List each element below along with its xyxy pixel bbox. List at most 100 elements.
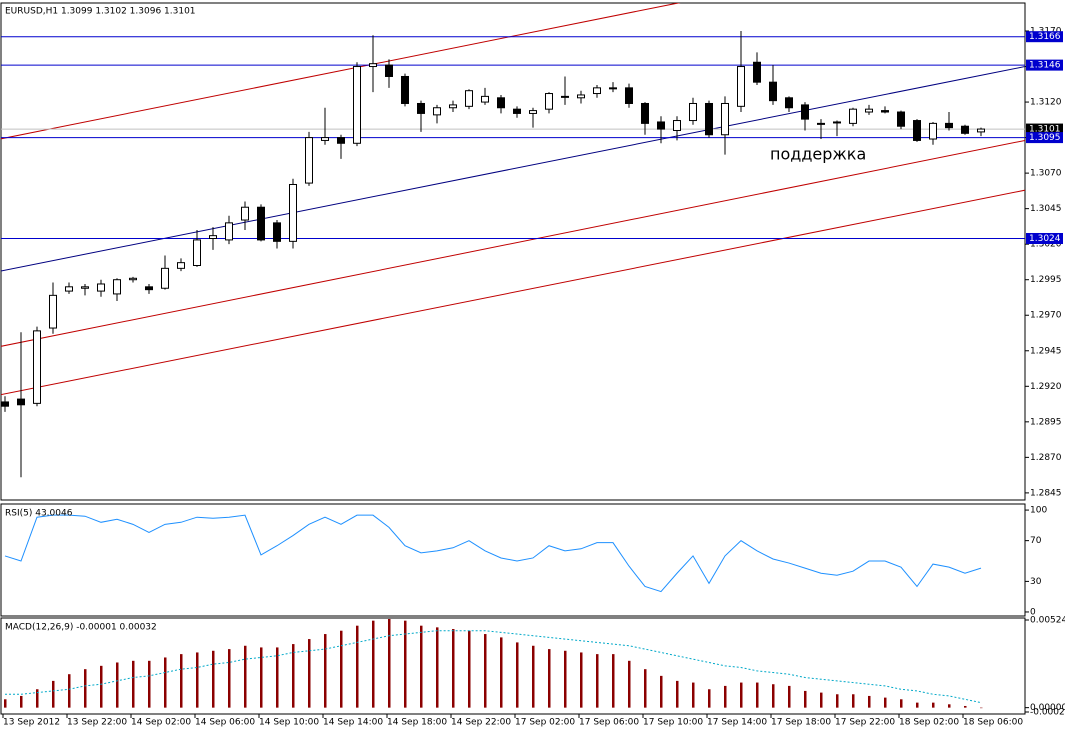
rsi-panel bbox=[0, 503, 1026, 617]
macd-bar bbox=[68, 674, 71, 708]
candle-body bbox=[705, 102, 713, 136]
y-tick-label: 1.2895 bbox=[1030, 417, 1062, 427]
candle-body bbox=[81, 286, 89, 289]
macd-bar bbox=[532, 645, 535, 708]
panel-title: MACD(12,26,9) -0.00001 0.00032 bbox=[5, 623, 157, 633]
candle-body bbox=[401, 75, 409, 104]
x-tick-label: 14 Sep 06:00 bbox=[195, 718, 255, 728]
candle-body bbox=[449, 104, 457, 109]
macd-bar bbox=[452, 629, 455, 708]
candle-body bbox=[241, 206, 249, 221]
candle-body bbox=[97, 283, 105, 292]
y-tick-label: 1.2995 bbox=[1030, 275, 1062, 285]
candle-body bbox=[33, 330, 41, 404]
candle-body bbox=[17, 398, 25, 406]
level-tag bbox=[1026, 31, 1063, 43]
macd-bar bbox=[820, 692, 823, 708]
y-tick-label: 30 bbox=[1030, 577, 1042, 587]
candle-body bbox=[113, 279, 121, 295]
candle-body bbox=[385, 64, 393, 77]
y-tick-label: 1.2945 bbox=[1030, 346, 1062, 356]
candle-body bbox=[897, 111, 905, 127]
y-tick-label: 0.00524 bbox=[1030, 616, 1065, 626]
candle-body bbox=[801, 104, 809, 120]
macd-bar bbox=[852, 694, 855, 708]
candle-body bbox=[769, 81, 777, 102]
candle-body bbox=[513, 108, 521, 114]
candle-body bbox=[225, 222, 233, 241]
level-label: 1.3166 bbox=[1029, 32, 1061, 42]
macd-bar bbox=[52, 680, 55, 708]
x-tick-label: 17 Sep 02:00 bbox=[515, 718, 575, 728]
candle-body bbox=[481, 95, 489, 103]
candle-body bbox=[305, 137, 313, 184]
macd-bar bbox=[100, 665, 103, 708]
macd-bar bbox=[340, 630, 343, 708]
x-tick-label: 14 Sep 18:00 bbox=[387, 718, 447, 728]
y-tick-label: 1.2870 bbox=[1030, 453, 1062, 463]
candle-body bbox=[1, 401, 9, 407]
macd-bar bbox=[372, 620, 375, 708]
macd-bar bbox=[148, 660, 151, 708]
y-tick-label: 1.2920 bbox=[1030, 382, 1062, 392]
candle-body bbox=[865, 108, 873, 113]
candle-body bbox=[673, 120, 681, 131]
macd-bar bbox=[20, 695, 23, 708]
macd-bar bbox=[884, 697, 887, 708]
macd-bar bbox=[788, 685, 791, 708]
macd-bar bbox=[436, 627, 439, 708]
candle-body bbox=[961, 125, 969, 134]
macd-plot bbox=[4, 618, 983, 709]
candle-body bbox=[417, 102, 425, 114]
candle-body bbox=[817, 122, 825, 125]
macd-bar bbox=[964, 705, 967, 708]
candle-body bbox=[833, 121, 841, 124]
macd-bar bbox=[4, 699, 7, 708]
y-tick-label: 70 bbox=[1030, 536, 1042, 546]
x-tick-label: 14 Sep 02:00 bbox=[131, 718, 191, 728]
macd-panel bbox=[0, 617, 1026, 715]
macd-bar bbox=[660, 675, 663, 708]
signal-line bbox=[5, 630, 982, 704]
candle-body bbox=[321, 137, 329, 141]
x-tick-label: 17 Sep 14:00 bbox=[707, 718, 767, 728]
candle-body bbox=[753, 61, 761, 83]
panel-title: RSI(5) 43.0046 bbox=[5, 509, 73, 519]
candle-body bbox=[129, 277, 137, 281]
candle-body bbox=[609, 87, 617, 90]
trendline bbox=[1, 66, 1025, 272]
macd-bar bbox=[676, 680, 679, 708]
level-label: 1.3024 bbox=[1029, 234, 1061, 244]
macd-bar bbox=[948, 704, 951, 708]
macd-bar bbox=[404, 620, 407, 708]
x-tick-label: 14 Sep 14:00 bbox=[323, 718, 383, 728]
macd-bar bbox=[84, 669, 87, 708]
candle-body bbox=[657, 121, 665, 130]
macd-bar bbox=[692, 682, 695, 708]
candle-body bbox=[145, 286, 153, 291]
y-tick-label: 0 bbox=[1030, 607, 1036, 617]
candle-body bbox=[65, 286, 73, 292]
macd-bar bbox=[756, 682, 759, 708]
macd-bar bbox=[932, 702, 935, 708]
annotation: поддержка bbox=[770, 145, 866, 164]
y-tick-label: 1.2970 bbox=[1030, 311, 1062, 321]
price-plot bbox=[1, 3, 1025, 478]
rsi-line bbox=[4, 514, 982, 593]
candle-body bbox=[337, 137, 345, 144]
x-tick-label: 14 Sep 22:00 bbox=[451, 718, 511, 728]
macd-bar bbox=[244, 645, 247, 708]
macd-bar bbox=[292, 644, 295, 708]
macd-bar bbox=[180, 654, 183, 708]
x-tick-label: 17 Sep 10:00 bbox=[643, 718, 703, 728]
candle-body bbox=[929, 122, 937, 140]
candle-body bbox=[625, 87, 633, 104]
candle-body bbox=[721, 102, 729, 136]
macd-bar bbox=[116, 662, 119, 708]
y-tick-label: 1.3120 bbox=[1030, 98, 1062, 108]
candle-body bbox=[161, 267, 169, 289]
trendline bbox=[1, 189, 1025, 396]
macd-bar bbox=[772, 684, 775, 708]
macd-bar bbox=[612, 654, 615, 708]
